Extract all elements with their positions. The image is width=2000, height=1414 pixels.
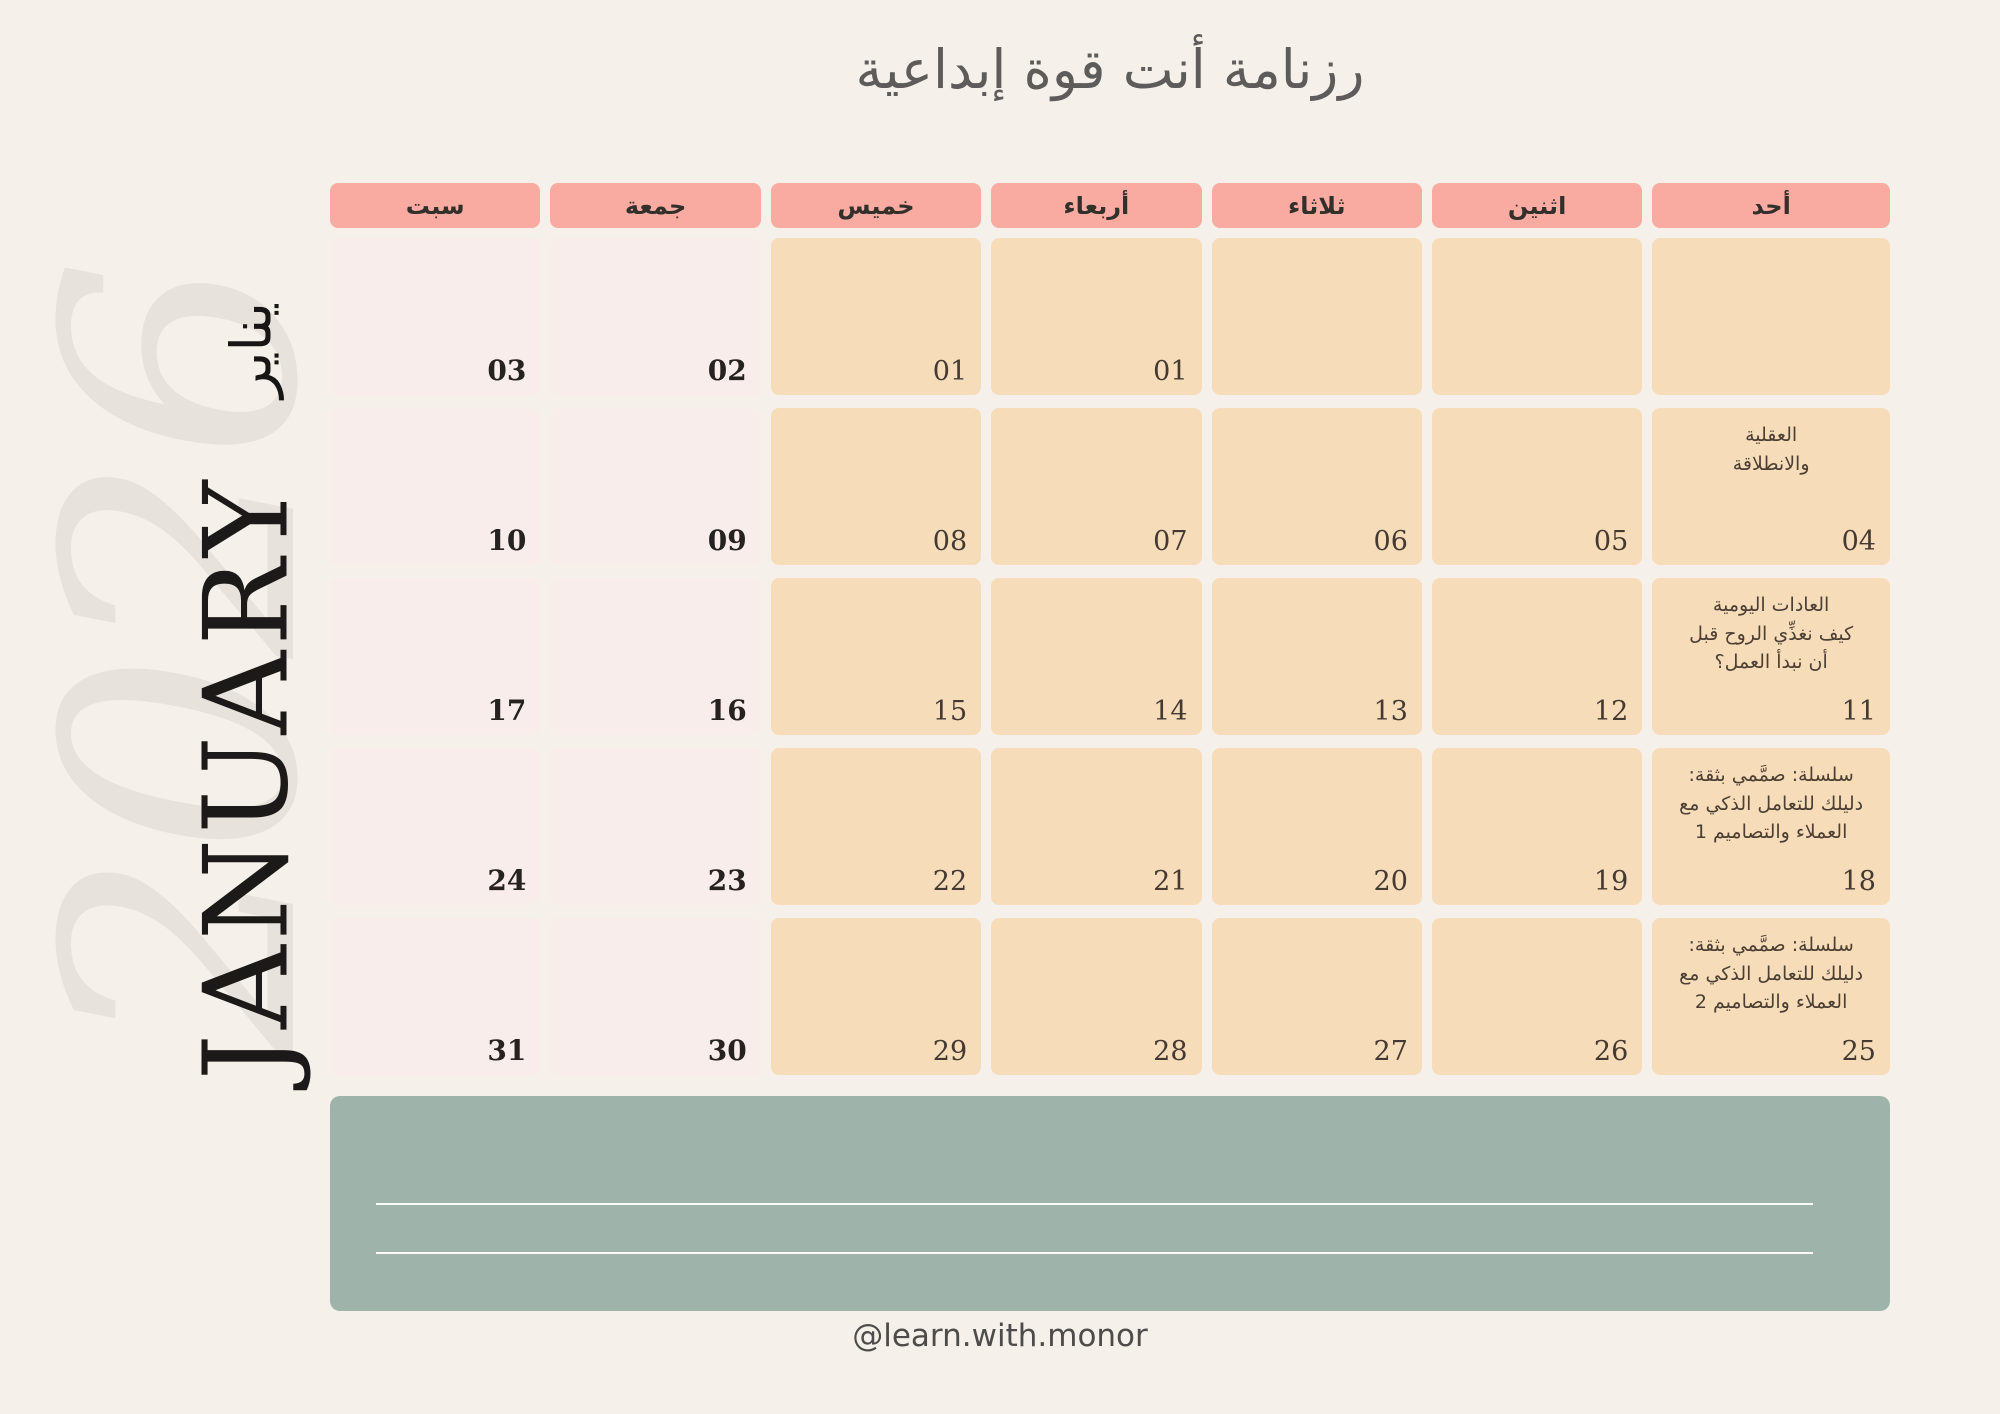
- date-number: 19: [1593, 866, 1629, 897]
- day-cell: 29: [770, 918, 982, 1075]
- date-number: 15: [932, 696, 968, 727]
- day-cell: 22: [770, 748, 982, 905]
- day-cell: 26: [1431, 918, 1643, 1075]
- day-cell: 10: [330, 408, 541, 565]
- date-number: 17: [487, 694, 527, 727]
- day-cell: 14: [991, 578, 1202, 735]
- date-number: 28: [1153, 1036, 1188, 1067]
- date-number: 20: [1373, 866, 1408, 897]
- day-cell: 07: [991, 408, 1202, 565]
- day-cell: [1211, 238, 1422, 395]
- date-number: 18: [1841, 866, 1876, 897]
- day-cell: 19: [1431, 748, 1643, 905]
- weekday-header: أربعاء: [991, 183, 1202, 228]
- day-cell: [1431, 238, 1643, 395]
- notes-box: [330, 1096, 1890, 1311]
- day-cell: العادات اليومية كيف نغذِّي الروح قبل أن …: [1652, 578, 1890, 735]
- note-line: [376, 1203, 1813, 1205]
- date-number: 11: [1841, 696, 1876, 727]
- day-cell: 16: [550, 578, 761, 735]
- date-number: 14: [1153, 696, 1188, 727]
- day-cell: 20: [1211, 748, 1422, 905]
- day-cell: 15: [770, 578, 982, 735]
- date-number: 08: [932, 526, 968, 557]
- day-cell: 09: [550, 408, 761, 565]
- day-cell: سلسلة: صمَّمي بثقة: دليلك للتعامل الذكي …: [1652, 918, 1890, 1075]
- weekday-header: جمعة: [550, 183, 761, 228]
- day-cell: 23: [550, 748, 761, 905]
- event-text: العقلية والانطلاقة: [1732, 424, 1810, 475]
- day-cell: 27: [1211, 918, 1422, 1075]
- month-name-english: JANUARY: [179, 475, 315, 1081]
- month-name-arabic: يناير: [219, 301, 285, 399]
- day-cell: 17: [330, 578, 541, 735]
- weekday-header: خميس: [770, 183, 982, 228]
- date-number: 22: [932, 866, 968, 897]
- date-number: 21: [1153, 866, 1188, 897]
- date-number: 29: [932, 1036, 968, 1067]
- day-cell: [1652, 238, 1890, 395]
- day-cell: 30: [550, 918, 761, 1075]
- weekday-header: ثلاثاء: [1211, 183, 1422, 228]
- page-title: رزنامة أنت قوة إبداعية: [855, 38, 1365, 101]
- date-number: 05: [1593, 526, 1629, 557]
- day-cell: 13: [1211, 578, 1422, 735]
- date-number: 12: [1593, 696, 1629, 727]
- date-number: 01: [1153, 356, 1188, 387]
- date-number: 02: [707, 354, 747, 387]
- date-number: 13: [1373, 696, 1408, 727]
- date-number: 27: [1373, 1036, 1408, 1067]
- day-cell: 31: [330, 918, 541, 1075]
- date-number: 04: [1841, 526, 1876, 557]
- date-number: 03: [487, 354, 527, 387]
- date-number: 31: [487, 1034, 527, 1067]
- day-cell: 08: [770, 408, 982, 565]
- day-cell: 24: [330, 748, 541, 905]
- date-number: 16: [707, 694, 747, 727]
- date-number: 25: [1841, 1036, 1876, 1067]
- calendar-grid: 03 02 01 01 10 09 08 07 06 05 العقلية والانطلاقة 04…: [330, 238, 1890, 1075]
- day-cell: العقلية والانطلاقة 04: [1652, 408, 1890, 565]
- footer-handle: @learn.with.monor: [852, 1318, 1148, 1354]
- date-number: 10: [487, 524, 527, 557]
- day-cell: 01: [991, 238, 1202, 395]
- day-cell: 05: [1431, 408, 1643, 565]
- day-cell: سلسلة: صمَّمي بثقة: دليلك للتعامل الذكي …: [1652, 748, 1890, 905]
- date-number: 26: [1593, 1036, 1629, 1067]
- weekday-header: اثنين: [1431, 183, 1643, 228]
- date-number: 07: [1153, 526, 1188, 557]
- day-cell: 21: [991, 748, 1202, 905]
- event-text: سلسلة: صمَّمي بثقة: دليلك للتعامل الذكي …: [1679, 764, 1864, 843]
- weekday-header-row: سبت جمعة خميس أربعاء ثلاثاء اثنين أحد: [330, 183, 1890, 228]
- day-cell: 01: [770, 238, 982, 395]
- date-number: 30: [707, 1034, 747, 1067]
- date-number: 24: [487, 864, 527, 897]
- event-text: سلسلة: صمَّمي بثقة: دليلك للتعامل الذكي …: [1679, 934, 1864, 1013]
- note-line: [376, 1252, 1813, 1254]
- day-cell: 06: [1211, 408, 1422, 565]
- date-number: 09: [707, 524, 747, 557]
- day-cell: 02: [550, 238, 761, 395]
- day-cell: 12: [1431, 578, 1643, 735]
- event-text: العادات اليومية كيف نغذِّي الروح قبل أن …: [1689, 594, 1854, 673]
- date-number: 01: [932, 356, 968, 387]
- weekday-header: سبت: [330, 183, 541, 228]
- weekday-header: أحد: [1652, 183, 1890, 228]
- day-cell: 03: [330, 238, 541, 395]
- date-number: 23: [707, 864, 747, 897]
- date-number: 06: [1373, 526, 1408, 557]
- day-cell: 28: [991, 918, 1202, 1075]
